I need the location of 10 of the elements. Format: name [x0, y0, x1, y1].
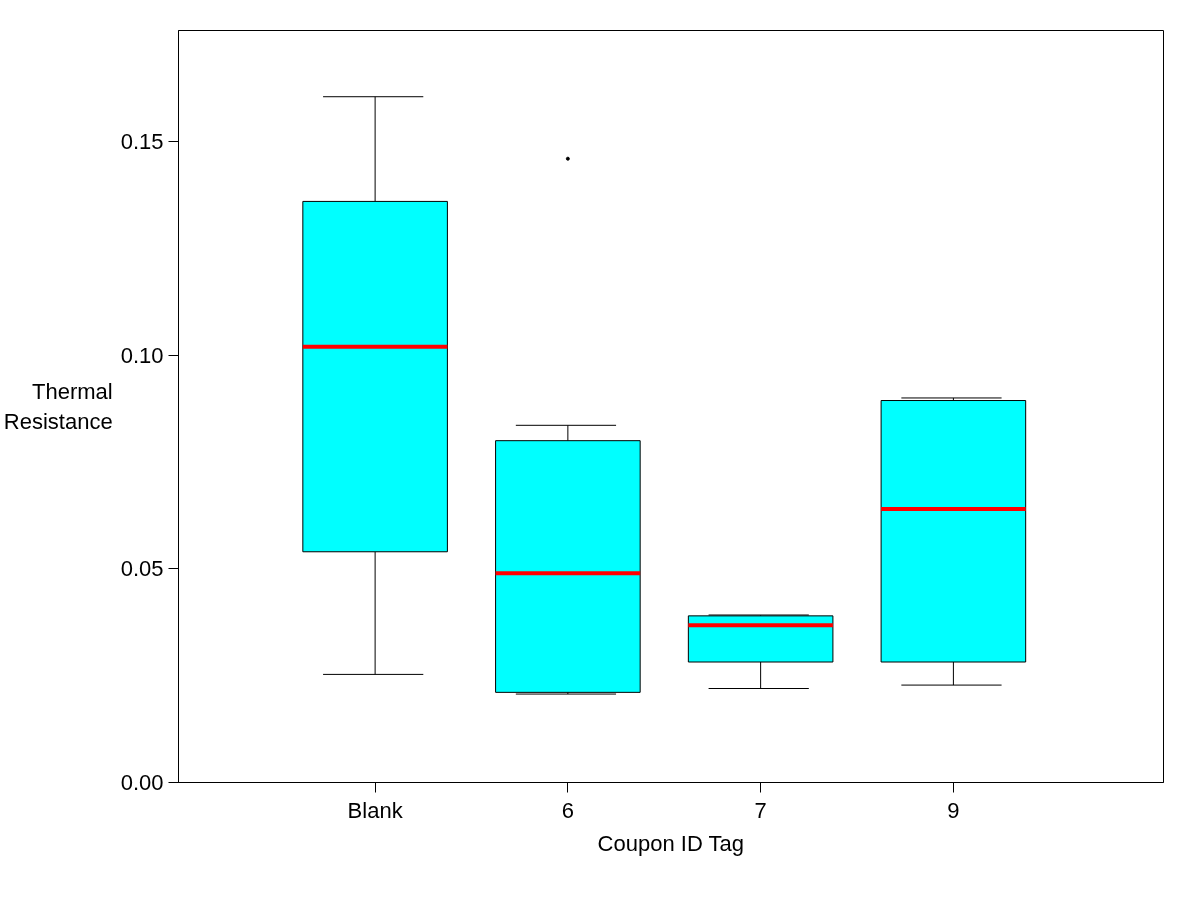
x-axis-title: Coupon ID Tag [597, 830, 744, 856]
y-axis-title: Thermal Resistance [3, 379, 113, 434]
x-tick-label: 9 [947, 797, 960, 823]
x-tick-label: 7 [754, 797, 767, 823]
x-tick-label: 6 [561, 797, 575, 823]
y-tick-label: 0.00 [120, 770, 164, 795]
x-tick-label: Blank [347, 797, 404, 823]
y-tick-label: 0.15 [120, 129, 164, 155]
y-tick-label: 0.10 [120, 342, 164, 368]
y-tick-label: 0.05 [120, 556, 164, 582]
